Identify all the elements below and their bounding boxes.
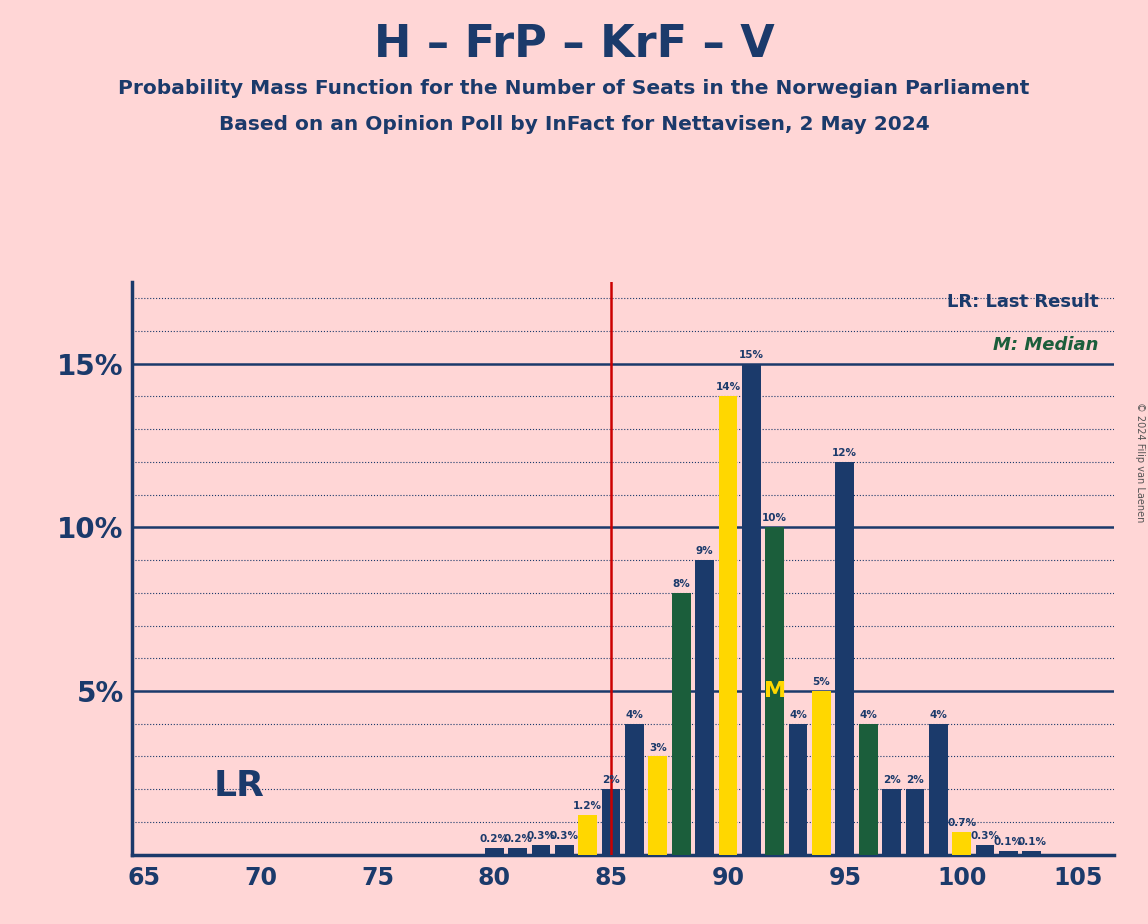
Bar (672, 593, 691, 855)
Text: 0.1%: 0.1% (994, 837, 1023, 847)
Text: 1.2%: 1.2% (573, 801, 603, 811)
Text: 15%: 15% (739, 349, 763, 359)
Text: 2%: 2% (603, 775, 620, 785)
Text: 0.2%: 0.2% (503, 834, 533, 845)
Text: LR: LR (214, 769, 265, 803)
Text: 0.1%: 0.1% (1017, 837, 1046, 847)
Bar (1023, 851, 1041, 855)
Bar (882, 789, 901, 855)
Bar (953, 832, 971, 855)
Bar (649, 757, 667, 855)
Text: M: M (763, 681, 785, 701)
Text: 9%: 9% (696, 546, 713, 556)
Bar (859, 723, 877, 855)
Text: 0.3%: 0.3% (970, 831, 1000, 841)
Text: 0.7%: 0.7% (947, 818, 976, 828)
Bar (554, 845, 574, 855)
Bar (696, 560, 714, 855)
Bar (812, 691, 831, 855)
Bar (579, 815, 597, 855)
Bar (742, 364, 761, 855)
Text: 3%: 3% (649, 743, 667, 752)
Bar (999, 851, 1018, 855)
Text: M: Median: M: Median (993, 336, 1099, 354)
Text: H – FrP – KrF – V: H – FrP – KrF – V (373, 23, 775, 67)
Text: 0.3%: 0.3% (550, 831, 579, 841)
Bar (929, 723, 947, 855)
Text: 2%: 2% (906, 775, 924, 785)
Bar (789, 723, 807, 855)
Text: 4%: 4% (789, 710, 807, 720)
Text: 0.3%: 0.3% (527, 831, 556, 841)
Bar (484, 848, 504, 855)
Text: © 2024 Filip van Laenen: © 2024 Filip van Laenen (1135, 402, 1145, 522)
Text: 0.2%: 0.2% (480, 834, 509, 845)
Bar (532, 845, 550, 855)
Text: 12%: 12% (832, 448, 858, 458)
Bar (976, 845, 994, 855)
Bar (766, 528, 784, 855)
Text: 14%: 14% (715, 383, 740, 393)
Bar (602, 789, 620, 855)
Bar (836, 462, 854, 855)
Text: 4%: 4% (930, 710, 947, 720)
Text: 5%: 5% (813, 677, 830, 687)
Text: 4%: 4% (859, 710, 877, 720)
Text: 10%: 10% (762, 514, 788, 523)
Text: LR: Last Result: LR: Last Result (947, 293, 1099, 311)
Text: 8%: 8% (673, 578, 690, 589)
Text: 4%: 4% (626, 710, 643, 720)
Bar (719, 396, 737, 855)
Bar (626, 723, 644, 855)
Text: Probability Mass Function for the Number of Seats in the Norwegian Parliament: Probability Mass Function for the Number… (118, 79, 1030, 98)
Bar (509, 848, 527, 855)
Text: 2%: 2% (883, 775, 900, 785)
Bar (906, 789, 924, 855)
Text: Based on an Opinion Poll by InFact for Nettavisen, 2 May 2024: Based on an Opinion Poll by InFact for N… (218, 116, 930, 135)
